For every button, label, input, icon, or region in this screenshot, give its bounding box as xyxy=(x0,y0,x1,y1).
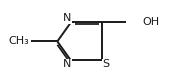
Text: N: N xyxy=(63,59,71,69)
Text: OH: OH xyxy=(142,17,159,27)
Text: S: S xyxy=(103,59,110,69)
Text: N: N xyxy=(63,13,71,23)
Text: CH₃: CH₃ xyxy=(9,36,29,46)
